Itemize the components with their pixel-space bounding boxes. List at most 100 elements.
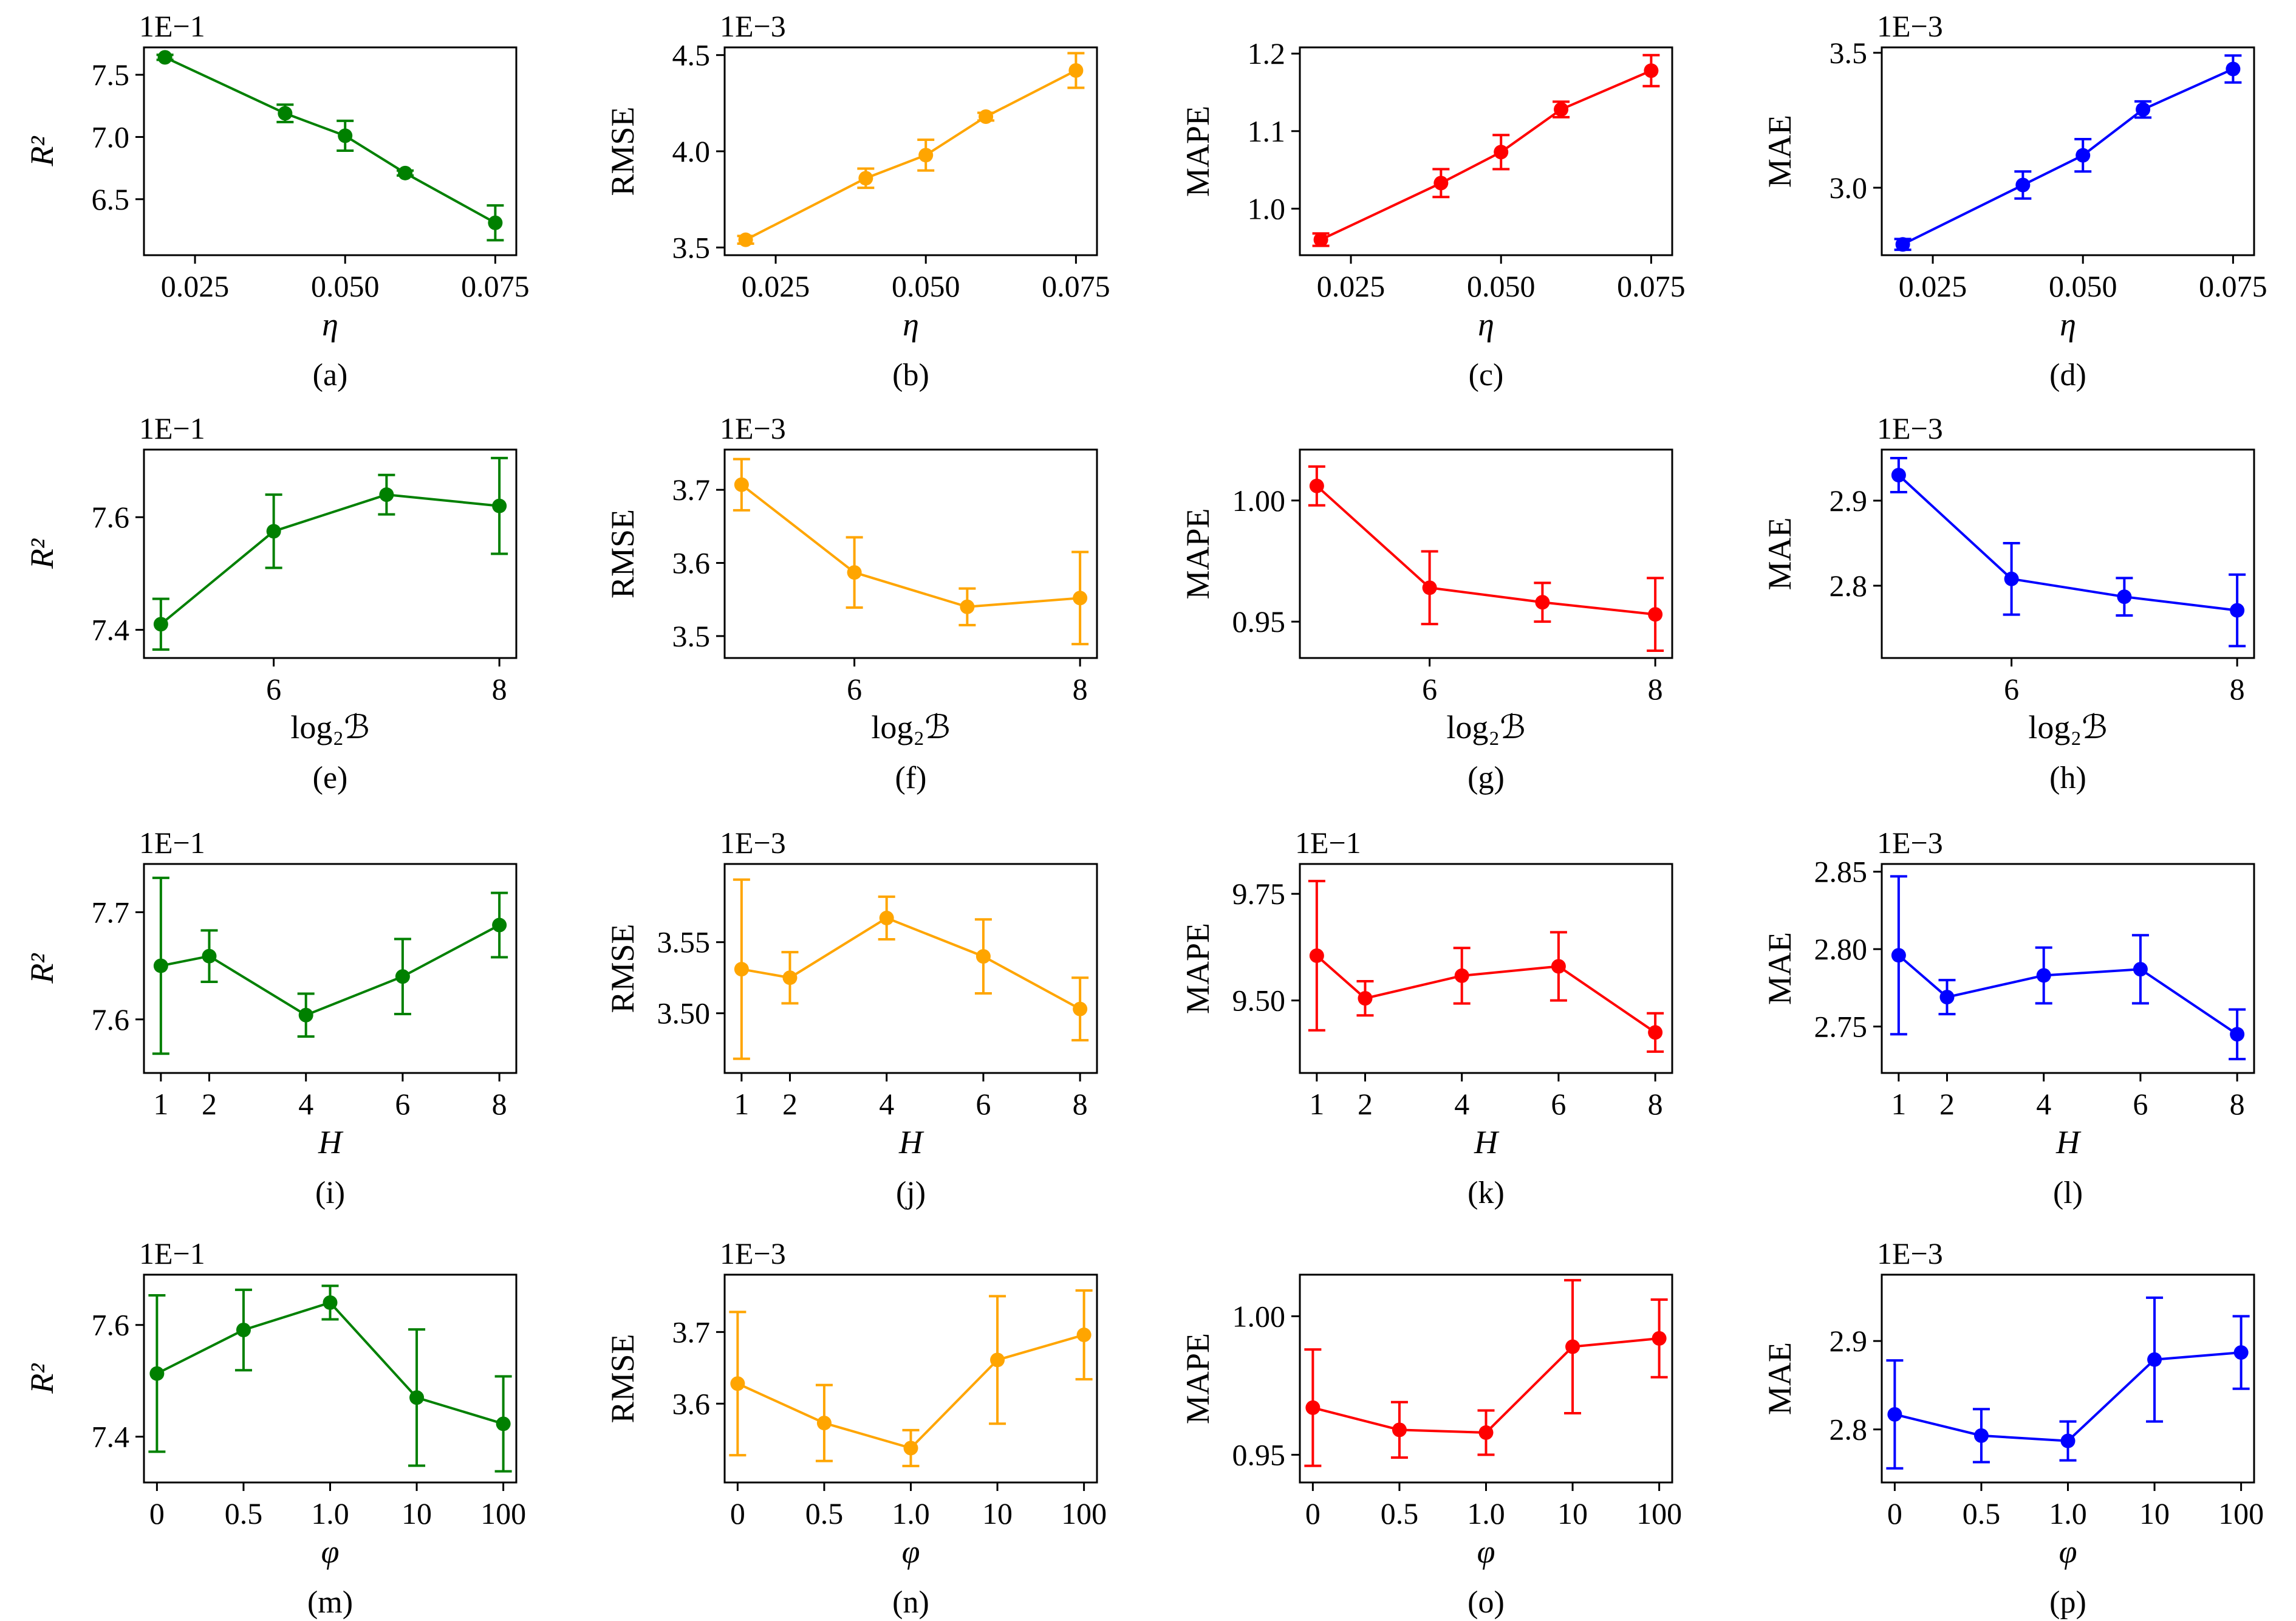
y-axis-label: MAPE: [1180, 1333, 1216, 1424]
x-tick-label: 0: [1887, 1496, 1902, 1530]
series-line: [1898, 474, 2238, 612]
series-line: [156, 1301, 504, 1425]
x-tick-label: 100: [480, 1496, 526, 1530]
x-tick-label: 0.050: [1467, 269, 1536, 303]
x-tick-label: 0.050: [2049, 269, 2117, 303]
data-point: [975, 949, 991, 964]
y-tick-label: 2.9: [1830, 1324, 1868, 1358]
x-tick-label: 10: [982, 1496, 1013, 1530]
data-point: [2226, 61, 2241, 77]
data-point: [1422, 580, 1437, 595]
data-point: [782, 970, 798, 985]
y-tick-label: 3.7: [672, 1315, 711, 1349]
axis-multiplier: 1E−3: [720, 826, 786, 860]
subplot-caption: (o): [1467, 1585, 1505, 1620]
y-axis-label: RMSE: [604, 1334, 641, 1423]
subplot-caption: (h): [2049, 761, 2086, 795]
data-point: [1478, 1425, 1494, 1440]
y-tick-label: 7.4: [92, 613, 130, 647]
x-tick-label: 6: [847, 672, 862, 706]
data-point: [236, 1323, 251, 1338]
subplot-caption: (e): [313, 761, 348, 795]
x-tick-label: 1.0: [311, 1496, 349, 1530]
y-axis-label: RMSE: [604, 509, 641, 598]
subplot-n: 0 0.5 1.0 10 100 3.6 3.7 1E−3 RMSE φ (n): [604, 1236, 1107, 1620]
y-tick-label: 4.0: [672, 134, 711, 168]
data-point: [1973, 1428, 1989, 1443]
x-tick-label: 10: [1557, 1496, 1588, 1530]
subplot-caption: (k): [1467, 1176, 1505, 1210]
series-line: [745, 69, 1077, 241]
subplot-j: 1 2 4 6 8 3.50 3.55 1E−3 RMSE H (j): [604, 826, 1098, 1210]
y-tick-label: 7.5: [92, 58, 130, 92]
axis-multiplier: 1E−1: [139, 9, 205, 43]
subplot-caption: (j): [896, 1176, 926, 1210]
subplot-caption: (g): [1467, 761, 1505, 795]
plot-frame: [143, 46, 518, 256]
x-axis-label: log₂ℬ: [290, 709, 369, 745]
x-tick-label: 0.075: [2199, 269, 2267, 303]
y-axis-label: MAPE: [1180, 106, 1216, 197]
x-tick-label: 6: [1551, 1087, 1566, 1121]
data-point: [492, 917, 507, 933]
x-tick-label: 0: [149, 1496, 165, 1530]
y-axis-label: R²: [24, 1363, 60, 1394]
x-tick-label: 0: [730, 1496, 745, 1530]
y-axis-label: MAPE: [1180, 508, 1216, 599]
data-point: [488, 215, 503, 230]
subplot-c: 0.025 0.050 0.075 1.0 1.1 1.2 MAPE η (c): [1180, 36, 1686, 392]
subplot-b: 0.025 0.050 0.075 3.5 4.0 4.5 1E−3 RMSE η (b): [604, 9, 1110, 392]
x-tick-label: 0.025: [1317, 269, 1385, 303]
y-tick-label: 7.4: [92, 1420, 130, 1454]
data-point: [1309, 948, 1324, 963]
data-point: [1454, 968, 1469, 983]
subplot-k: 1 2 4 6 8 9.50 9.75 1E−1 MAPE H (k): [1180, 826, 1673, 1210]
subplot-caption: (i): [315, 1176, 345, 1210]
data-point: [2230, 603, 2245, 618]
x-axis-label: φ: [1477, 1534, 1495, 1570]
data-point: [1939, 990, 1955, 1005]
y-tick-label: 0.95: [1232, 605, 1286, 639]
x-tick-label: 0.050: [892, 269, 960, 303]
plot-frame: [723, 448, 1098, 659]
subplot-caption: (l): [2053, 1176, 2083, 1210]
data-point: [847, 565, 862, 580]
x-tick-label: 8: [2230, 1087, 2245, 1121]
data-point: [1433, 176, 1449, 191]
data-point: [1073, 591, 1088, 606]
x-tick-label: 4: [1454, 1087, 1469, 1121]
y-tick-label: 7.6: [92, 1002, 130, 1037]
data-point: [1565, 1339, 1580, 1354]
data-point: [1358, 991, 1373, 1006]
data-point: [1895, 237, 1910, 252]
x-tick-label: 8: [2230, 672, 2245, 706]
y-tick-label: 3.5: [672, 230, 711, 264]
data-point: [157, 50, 173, 65]
x-tick-label: 0.050: [311, 269, 380, 303]
data-point: [1891, 468, 1906, 482]
y-tick-label: 3.5: [1830, 36, 1868, 70]
x-tick-label: 4: [298, 1087, 313, 1121]
x-tick-label: 1: [734, 1087, 749, 1121]
subplot-o: 0 0.5 1.0 10 100 0.95 1.00 MAPE φ (o): [1180, 1273, 1682, 1620]
data-point: [1554, 102, 1569, 117]
x-tick-label: 6: [395, 1087, 410, 1121]
y-axis-label: R²: [24, 953, 60, 984]
data-point: [2015, 177, 2031, 193]
subplot-caption: (p): [2049, 1585, 2086, 1620]
data-point: [1891, 948, 1906, 963]
plot-frame: [1299, 863, 1673, 1074]
data-point: [338, 128, 353, 143]
data-point: [1648, 1025, 1663, 1040]
x-tick-label: 8: [1073, 672, 1088, 706]
y-axis-label: MAE: [1761, 932, 1798, 1005]
y-axis-label: MAE: [1761, 1342, 1798, 1415]
y-tick-label: 3.7: [672, 473, 711, 507]
data-point: [1309, 478, 1324, 493]
y-tick-label: 2.8: [1830, 1413, 1868, 1447]
x-axis-label: H: [318, 1124, 344, 1160]
axis-multiplier: 1E−1: [1295, 826, 1361, 860]
data-point: [858, 171, 873, 186]
x-tick-label: 0.5: [1963, 1496, 2001, 1530]
data-point: [734, 477, 749, 492]
